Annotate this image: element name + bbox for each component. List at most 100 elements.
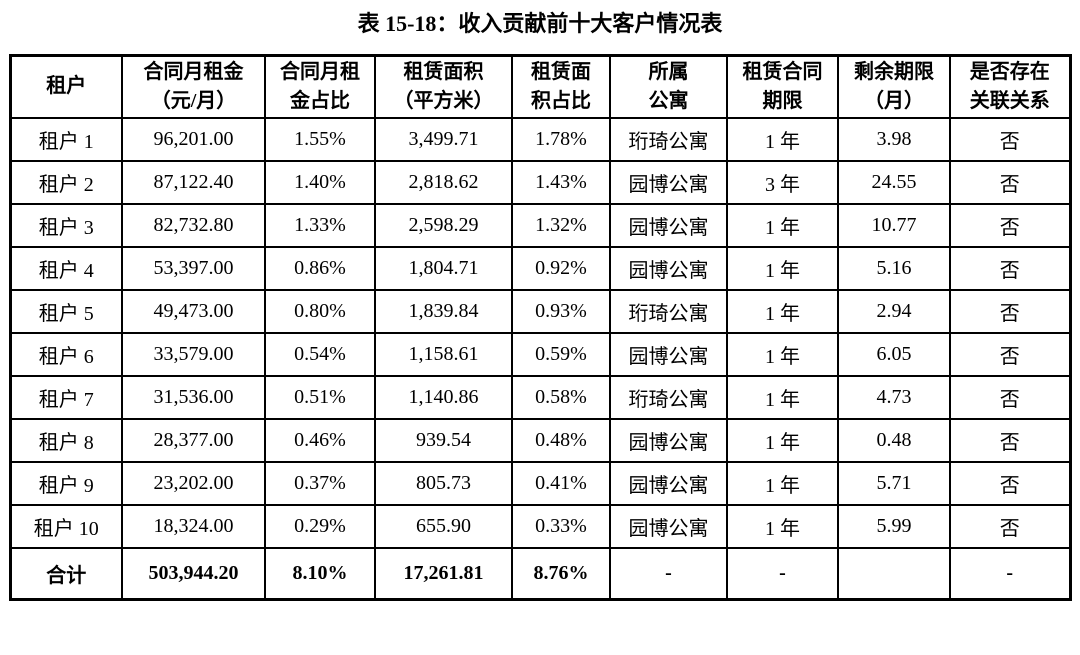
total-cell: 503,944.20 [121, 547, 266, 601]
table-cell: 否 [949, 246, 1071, 292]
table-cell: 1 年 [726, 461, 839, 507]
header-cell-5: 所属 公寓 [609, 54, 728, 120]
header-cell-3: 租赁面积 （平方米） [374, 54, 513, 120]
table-cell: 1,839.84 [374, 289, 513, 335]
table-cell: 珩琦公寓 [609, 375, 728, 421]
table-row: 租户 7 31,536.00 0.51% 1,140.86 0.58% 珩琦公寓 1 年 4.… [9, 375, 1071, 421]
table-cell: 租户 8 [9, 418, 123, 464]
table-cell: 1.40% [264, 160, 376, 206]
table-cell: 87,122.40 [121, 160, 266, 206]
table-cell: 1.32% [511, 203, 611, 249]
table-cell: 园博公寓 [609, 160, 728, 206]
table-cell: 租户 10 [9, 504, 123, 550]
table-cell: 1.33% [264, 203, 376, 249]
table-row: 租户 9 23,202.00 0.37% 805.73 0.41% 园博公寓 1 年 5.71… [9, 461, 1071, 507]
table-cell: 3.98 [837, 117, 951, 163]
table-cell: 否 [949, 375, 1071, 421]
table-cell: 1,804.71 [374, 246, 513, 292]
table-cell: 23,202.00 [121, 461, 266, 507]
table-cell: 租户 4 [9, 246, 123, 292]
header-cell-6: 租赁合同 期限 [726, 54, 839, 120]
table-cell: 82,732.80 [121, 203, 266, 249]
table-cell: 园博公寓 [609, 418, 728, 464]
table-cell: 2,598.29 [374, 203, 513, 249]
table-cell: 939.54 [374, 418, 513, 464]
table-cell: 0.86% [264, 246, 376, 292]
table-cell: 2.94 [837, 289, 951, 335]
total-row: 合计 503,944.20 8.10% 17,261.81 8.76% - - - [9, 547, 1071, 601]
total-cell: 17,261.81 [374, 547, 513, 601]
table-cell: 否 [949, 160, 1071, 206]
table-cell: 租户 2 [9, 160, 123, 206]
table-cell: 5.99 [837, 504, 951, 550]
table-cell: 0.41% [511, 461, 611, 507]
table-row: 租户 5 49,473.00 0.80% 1,839.84 0.93% 珩琦公寓 1 年 2.… [9, 289, 1071, 335]
table-cell: 1 年 [726, 289, 839, 335]
table-cell: 1 年 [726, 246, 839, 292]
table-cell: 655.90 [374, 504, 513, 550]
header-cell-2: 合同月租 金占比 [264, 54, 376, 120]
table-cell: 1 年 [726, 117, 839, 163]
table-cell: 1 年 [726, 332, 839, 378]
table-cell: 1 年 [726, 504, 839, 550]
header-cell-1: 合同月租金 （元/月） [121, 54, 266, 120]
table-cell: 珩琦公寓 [609, 117, 728, 163]
table-cell: 否 [949, 461, 1071, 507]
table-cell: 1,140.86 [374, 375, 513, 421]
table-row: 租户 1 96,201.00 1.55% 3,499.71 1.78% 珩琦公寓 1 年 3.… [9, 117, 1071, 163]
table-cell: 0.46% [264, 418, 376, 464]
table-cell: 租户 1 [9, 117, 123, 163]
table-row: 租户 2 87,122.40 1.40% 2,818.62 1.43% 园博公寓 3 年 24… [9, 160, 1071, 206]
table-cell: 园博公寓 [609, 203, 728, 249]
table-cell: 租户 7 [9, 375, 123, 421]
header-cell-8: 是否存在 关联关系 [949, 54, 1071, 120]
table-cell: 0.33% [511, 504, 611, 550]
table-cell: 18,324.00 [121, 504, 266, 550]
top-customers-table: 租户 合同月租金 （元/月） 合同月租 金占比 租赁面积 （平方米） 租赁面 积占比 所属… [8, 53, 1072, 601]
table-cell: 否 [949, 332, 1071, 378]
table-cell: 28,377.00 [121, 418, 266, 464]
table-cell: 33,579.00 [121, 332, 266, 378]
table-cell: 1.78% [511, 117, 611, 163]
table-cell: 否 [949, 418, 1071, 464]
header-row: 租户 合同月租金 （元/月） 合同月租 金占比 租赁面积 （平方米） 租赁面 积占比 所属… [9, 54, 1071, 120]
header-cell-0: 租户 [9, 54, 123, 120]
table-cell: 0.59% [511, 332, 611, 378]
table-cell: 租户 9 [9, 461, 123, 507]
table-cell: 2,818.62 [374, 160, 513, 206]
total-cell: 8.10% [264, 547, 376, 601]
table-cell: 1.43% [511, 160, 611, 206]
table-cell: 否 [949, 504, 1071, 550]
table-cell: 园博公寓 [609, 332, 728, 378]
total-cell: 8.76% [511, 547, 611, 601]
table-cell: 租户 6 [9, 332, 123, 378]
table-cell: 1,158.61 [374, 332, 513, 378]
total-cell: - [949, 547, 1071, 601]
table-cell: 租户 5 [9, 289, 123, 335]
table-cell: 0.80% [264, 289, 376, 335]
table-cell: 园博公寓 [609, 246, 728, 292]
table-row: 租户 4 53,397.00 0.86% 1,804.71 0.92% 园博公寓 1 年 5.… [9, 246, 1071, 292]
table-cell: 3,499.71 [374, 117, 513, 163]
table-row: 租户 10 18,324.00 0.29% 655.90 0.33% 园博公寓 1 年 5.9… [9, 504, 1071, 550]
table-body: 租户 1 96,201.00 1.55% 3,499.71 1.78% 珩琦公寓 1 年 3.… [9, 117, 1071, 550]
table-cell: 1.55% [264, 117, 376, 163]
table-cell: 0.37% [264, 461, 376, 507]
table-row: 租户 3 82,732.80 1.33% 2,598.29 1.32% 园博公寓 1 年 10… [9, 203, 1071, 249]
table-cell: 96,201.00 [121, 117, 266, 163]
table-cell: 园博公寓 [609, 461, 728, 507]
table-footer: 合计 503,944.20 8.10% 17,261.81 8.76% - - - [9, 547, 1071, 601]
table-cell: 否 [949, 117, 1071, 163]
total-cell: - [609, 547, 728, 601]
table-cell: 1 年 [726, 418, 839, 464]
total-cell: - [726, 547, 839, 601]
table-cell: 0.92% [511, 246, 611, 292]
table-cell: 1 年 [726, 375, 839, 421]
table-cell: 0.29% [264, 504, 376, 550]
table-cell: 6.05 [837, 332, 951, 378]
table-cell: 0.48 [837, 418, 951, 464]
header-cell-7: 剩余期限 （月） [837, 54, 951, 120]
table-cell: 5.16 [837, 246, 951, 292]
total-cell [837, 547, 951, 601]
